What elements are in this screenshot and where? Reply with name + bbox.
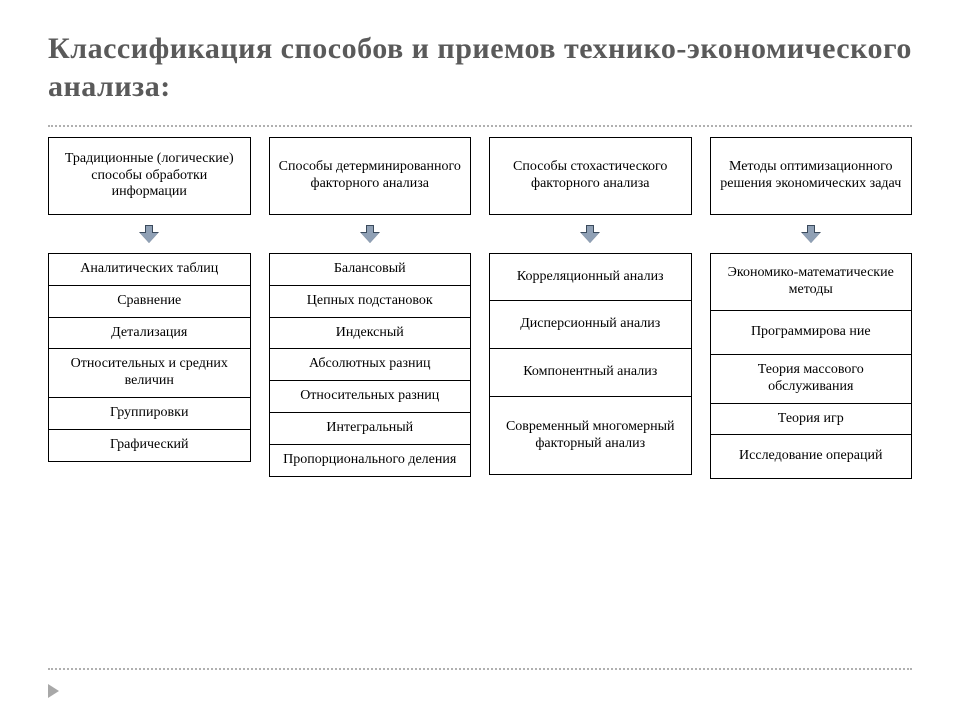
list-item: Балансовый	[269, 253, 472, 286]
arrow-down-icon	[489, 215, 692, 253]
column-2: Способы стохастического факторного анали…	[489, 137, 692, 479]
column-items: Аналитических таблиц Сравнение Детализац…	[48, 253, 251, 462]
list-item: Аналитических таблиц	[48, 253, 251, 286]
list-item: Пропорционального деления	[269, 445, 472, 477]
footer	[48, 668, 912, 698]
list-item: Сравнение	[48, 286, 251, 318]
list-item: Корреляционный анализ	[489, 253, 692, 301]
column-items: Экономико-математические методы Программ…	[710, 253, 913, 479]
list-item: Относительных и средних величин	[48, 349, 251, 398]
title-divider	[48, 125, 912, 127]
column-3: Методы оптимизационного решения экономич…	[710, 137, 913, 479]
list-item: Детализация	[48, 318, 251, 350]
list-item: Группировки	[48, 398, 251, 430]
list-item: Индексный	[269, 318, 472, 350]
list-item: Программирова ние	[710, 311, 913, 355]
list-item: Абсолютных разниц	[269, 349, 472, 381]
list-item: Дисперсионный анализ	[489, 301, 692, 349]
column-1: Способы детерминированного факторного ан…	[269, 137, 472, 479]
list-item: Интегральный	[269, 413, 472, 445]
list-item: Современный многомерный факторный анализ	[489, 397, 692, 475]
page-title: Классификация способов и приемов технико…	[48, 30, 912, 105]
columns-container: Традиционные (логические) способы обрабо…	[48, 137, 912, 479]
arrow-down-icon	[710, 215, 913, 253]
column-header: Методы оптимизационного решения экономич…	[710, 137, 913, 215]
column-header: Способы детерминированного факторного ан…	[269, 137, 472, 215]
footer-divider	[48, 668, 912, 670]
column-0: Традиционные (логические) способы обрабо…	[48, 137, 251, 479]
slide-marker-icon	[48, 684, 59, 698]
column-header: Традиционные (логические) способы обрабо…	[48, 137, 251, 215]
list-item: Графический	[48, 430, 251, 462]
arrow-down-icon	[48, 215, 251, 253]
list-item: Теория игр	[710, 404, 913, 436]
list-item: Компонентный анализ	[489, 349, 692, 397]
column-header: Способы стохастического факторного анали…	[489, 137, 692, 215]
list-item: Теория массового обслуживания	[710, 355, 913, 404]
column-items: Корреляционный анализ Дисперсионный анал…	[489, 253, 692, 475]
list-item: Цепных подстановок	[269, 286, 472, 318]
list-item: Относительных разниц	[269, 381, 472, 413]
list-item: Исследование операций	[710, 435, 913, 479]
column-items: Балансовый Цепных подстановок Индексный …	[269, 253, 472, 477]
list-item: Экономико-математические методы	[710, 253, 913, 311]
arrow-down-icon	[269, 215, 472, 253]
